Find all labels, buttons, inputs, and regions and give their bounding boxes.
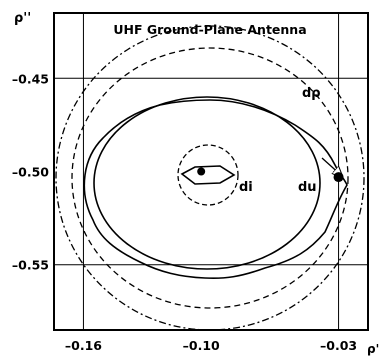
outer-dashdot-circle [55,25,365,330]
x-tick-label: –0.16 [65,338,102,353]
target-point [333,172,344,183]
small-dashed-circle [177,144,239,206]
y-tick-label: –0.50 [12,165,49,180]
dashed-circle [71,47,349,309]
label-du: du [298,180,317,195]
hexagon-region [180,165,236,185]
wavy-solid-contour [83,99,348,280]
plot-frame [53,12,369,331]
x-tick-labels: –0.16 –0.10 –0.03 [65,338,357,353]
diagram-title: UHF Ground-Plane Antenna [113,22,306,37]
x-axis-label: ρ' [367,342,379,356]
inner-solid-ellipse [93,96,321,270]
y-tick-label: –0.45 [12,71,49,86]
label-drho: dρ [302,86,321,101]
label-di: di [239,180,253,195]
x-tick-label: –0.03 [320,338,357,353]
y-tick-label: –0.55 [12,258,49,273]
x-tick-label: –0.10 [183,338,220,353]
grid-lines [54,13,368,330]
y-axis-label: ρ'' [14,11,31,26]
y-tick-labels: –0.45 –0.50 –0.55 [12,71,49,272]
center-point [197,167,206,176]
